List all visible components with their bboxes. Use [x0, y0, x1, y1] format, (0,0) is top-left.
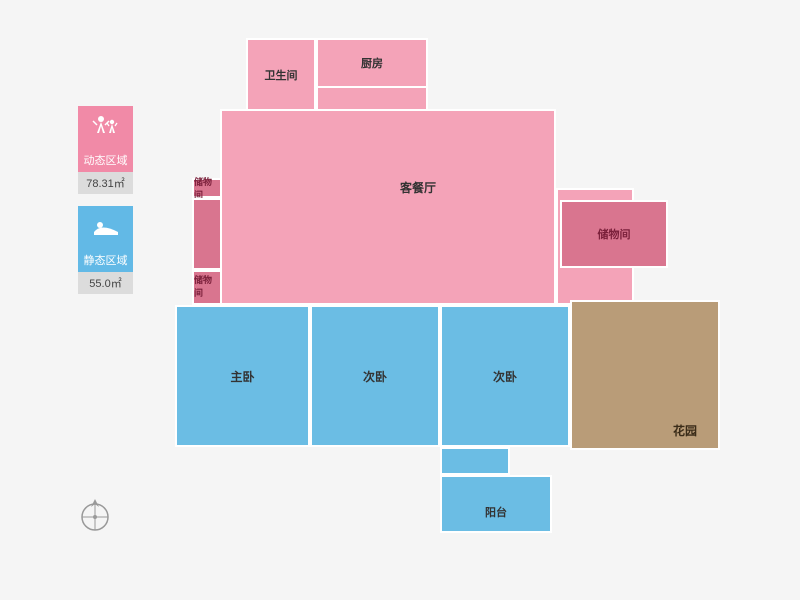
room-label-stor_r: 储物间	[598, 226, 631, 242]
room-garden: 花园	[570, 300, 720, 450]
room-stor_r: 储物间	[560, 200, 668, 268]
sleep-icon	[78, 206, 133, 248]
room-label-bathroom: 卫生间	[265, 67, 298, 83]
room-kitchen: 厨房	[316, 38, 428, 88]
room-label-kitchen: 厨房	[361, 55, 383, 71]
legend-static: 静态区域 55.0㎡	[78, 206, 133, 294]
room-bed3_ext	[440, 447, 510, 475]
room-master: 主卧	[175, 305, 310, 447]
room-label-master: 主卧	[230, 368, 254, 385]
room-balcony: 阳台	[440, 475, 552, 533]
room-label-garden: 花园	[673, 422, 697, 439]
floorplan-canvas: 动态区域 78.31㎡ 静态区域 55.0㎡ 卫生间厨房客餐厅储物间储物间储物间…	[0, 0, 800, 600]
legend-static-value: 55.0㎡	[78, 272, 133, 294]
room-bed3: 次卧	[440, 305, 570, 447]
room-label-bed2: 次卧	[363, 368, 387, 385]
room-stor_l2: 储物间	[192, 270, 222, 305]
legend-dynamic-label: 动态区域	[78, 148, 133, 172]
room-stor_top: 储物间	[192, 178, 222, 198]
legend-dynamic: 动态区域 78.31㎡	[78, 106, 133, 194]
room-bed2: 次卧	[310, 305, 440, 447]
room-label-stor_l2: 储物间	[194, 273, 220, 299]
room-kitchen2	[316, 86, 428, 111]
room-stor_l1	[192, 198, 222, 270]
people-icon	[78, 106, 133, 148]
compass-icon	[75, 495, 115, 535]
legend-dynamic-value: 78.31㎡	[78, 172, 133, 194]
room-bathroom: 卫生间	[246, 38, 316, 111]
legend-static-label: 静态区域	[78, 248, 133, 272]
room-label-living: 客餐厅	[400, 179, 436, 196]
room-label-balcony: 阳台	[485, 504, 507, 520]
room-label-bed3: 次卧	[493, 368, 517, 385]
room-living: 客餐厅	[220, 109, 556, 305]
